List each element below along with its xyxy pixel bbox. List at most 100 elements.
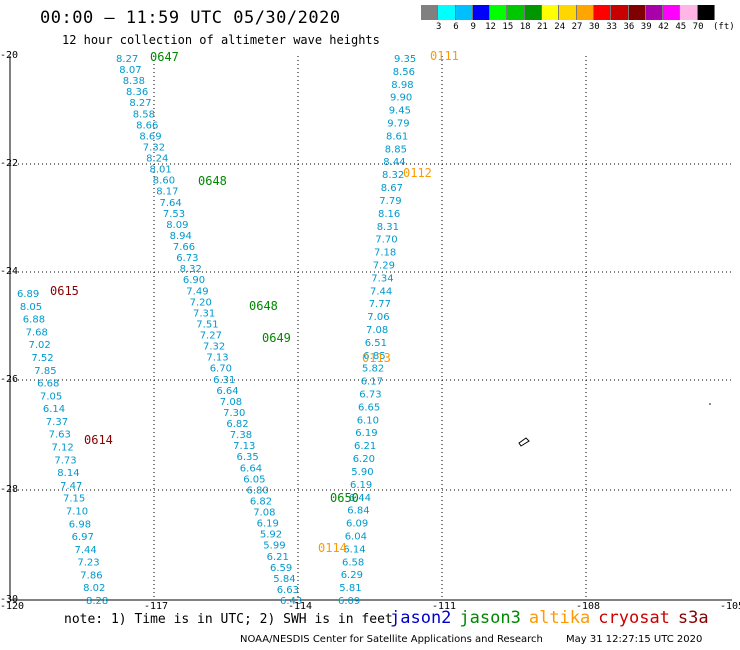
colorbar-swatch xyxy=(645,5,664,20)
latitude-label: -20 xyxy=(0,50,19,61)
satellite-legend: jason2 jason3 altika cryosat s3a xyxy=(390,608,717,628)
wave-height-value: 6.59 xyxy=(270,563,292,574)
wave-height-value: 6.21 xyxy=(354,441,376,452)
pass-labels: 0647 0648 0648 0649 0650 0111 0112 0113 0114 0615… xyxy=(50,49,459,555)
wave-height-value: 7.31 xyxy=(193,308,215,319)
wave-height-value: 8.94 xyxy=(170,231,192,242)
wave-height-value: 7.02 xyxy=(29,340,51,351)
wave-height-value: 8.60 xyxy=(153,176,175,187)
wave-height-value: 7.27 xyxy=(200,331,222,342)
colorbar-tick: 12 xyxy=(485,22,496,32)
wave-height-value: 6.20 xyxy=(353,454,375,465)
colorbar-tick: 33 xyxy=(606,22,618,32)
colorbar-swatch xyxy=(524,5,543,20)
wave-height-value: 6.14 xyxy=(43,404,65,415)
wave-height-value: 8.32 xyxy=(180,264,202,275)
colorbar-swatch xyxy=(576,5,594,20)
wave-height-value: 8.61 xyxy=(386,131,408,142)
longitude-label: -108 xyxy=(576,601,601,612)
footer-note: note: 1) Time is in UTC; 2) SWH is in fe… xyxy=(64,612,393,627)
wave-height-value: 7.12 xyxy=(52,443,74,454)
pass-time-label: 0650 xyxy=(330,491,359,505)
wave-height-value: 7.08 xyxy=(253,508,275,519)
wave-height-value: 7.18 xyxy=(374,248,396,259)
colorbar-swatch xyxy=(680,5,698,20)
wave-height-value: 7.30 xyxy=(223,408,245,419)
altimeter-tracks: 8.278.078.388.368.278.588.668.697.328.24… xyxy=(17,54,416,607)
colorbar-swatch xyxy=(490,5,508,20)
wave-height-value: 7.32 xyxy=(203,342,225,353)
wave-height-value: 7.53 xyxy=(163,209,185,220)
wave-height-value: 5.82 xyxy=(362,364,384,375)
wave-height-value: 7.44 xyxy=(75,545,97,556)
wave-height-value: 8.28 xyxy=(86,596,108,607)
colorbar-unit: (ft) xyxy=(713,22,735,32)
colorbar-swatch xyxy=(697,5,716,20)
pass-time-label: 0114 xyxy=(318,541,347,555)
legend-item: s3a xyxy=(677,608,709,628)
wave-height-value: 6.85 xyxy=(363,351,385,362)
colorbar-swatch xyxy=(628,5,646,20)
pass-time-label: 0615 xyxy=(50,284,79,298)
wave-height-value: 8.58 xyxy=(133,109,155,120)
colorbar-tick-labels: 3 6 9 12 15 18 21 24 27 30 33 36 39 42 45 70 xyxy=(421,22,715,32)
wave-height-value: 8.02 xyxy=(83,583,105,594)
colorbar-tick: 9 xyxy=(470,22,476,32)
wave-height-value: 6.80 xyxy=(247,485,269,496)
pass-time-label: 0647 xyxy=(150,50,179,64)
wave-height-value: 6.21 xyxy=(267,552,289,563)
wave-height-colorbar: 3 6 9 12 15 18 21 24 27 30 33 36 39 42 45 70 (ft) xyxy=(421,5,735,32)
wave-height-value: 7.52 xyxy=(31,353,53,364)
pass-time-label: 0113 xyxy=(362,351,391,365)
wave-height-value: 8.32 xyxy=(382,170,404,181)
wave-height-value: 6.43 xyxy=(280,596,302,607)
longitude-label: -114 xyxy=(288,601,313,612)
wave-height-value: 7.13 xyxy=(233,441,255,452)
longitude-label: -105 xyxy=(720,601,740,612)
wave-height-value: 7.86 xyxy=(80,570,102,581)
wave-height-value: 7.73 xyxy=(54,455,76,466)
colorbar-tick: 21 xyxy=(537,22,548,32)
pass-time-label: 0614 xyxy=(84,433,113,447)
colorbar-swatch xyxy=(507,5,525,20)
wave-height-value: 8.17 xyxy=(156,187,178,198)
latitude-label: -26 xyxy=(0,374,19,385)
wave-height-value: 9.45 xyxy=(389,106,411,117)
longitude-label: -111 xyxy=(432,601,457,612)
wave-height-value: 6.70 xyxy=(210,364,232,375)
wave-height-value: 8.56 xyxy=(393,67,415,78)
colorbar-swatch xyxy=(559,5,577,20)
wave-height-value: 6.97 xyxy=(72,532,94,543)
colorbar-swatch xyxy=(421,5,439,20)
wave-height-value: 8.67 xyxy=(381,183,403,194)
wave-height-value: 6.64 xyxy=(240,463,262,474)
colorbar-swatch xyxy=(472,5,491,20)
longitude-label: -117 xyxy=(144,601,169,612)
wave-height-value: 6.90 xyxy=(183,275,205,286)
credit-text: NOAA/NESDIS Center for Satellite Applica… xyxy=(240,634,543,645)
wave-height-value: 7.77 xyxy=(369,299,391,310)
wave-height-value: 7.64 xyxy=(160,198,182,209)
legend-item: jason2 xyxy=(390,608,452,628)
wave-height-value: 7.10 xyxy=(66,507,88,518)
latitude-label: -24 xyxy=(0,266,19,277)
wave-height-value: 6.05 xyxy=(243,474,265,485)
latitude-label: -28 xyxy=(0,484,19,495)
wave-height-value: 7.32 xyxy=(143,143,165,154)
wave-height-value: 7.13 xyxy=(206,353,228,364)
colorbar-tick: 45 xyxy=(675,22,687,32)
colorbar-tick: 24 xyxy=(554,22,566,32)
legend-item: altika xyxy=(528,608,591,628)
wave-height-value: 9.79 xyxy=(387,119,409,130)
wave-height-value: 6.19 xyxy=(355,428,377,439)
wave-height-value: 8.36 xyxy=(126,87,148,98)
wave-height-value: 6.65 xyxy=(358,402,380,413)
wave-height-value: 6.09 xyxy=(338,596,360,607)
colorbar-swatch xyxy=(663,5,681,20)
wave-height-value: 6.04 xyxy=(345,532,367,543)
wave-height-value: 6.51 xyxy=(365,338,387,349)
wave-height-value: 7.06 xyxy=(367,312,389,323)
wave-height-value: 6.68 xyxy=(37,379,59,390)
wave-height-value: 8.09 xyxy=(166,220,188,231)
